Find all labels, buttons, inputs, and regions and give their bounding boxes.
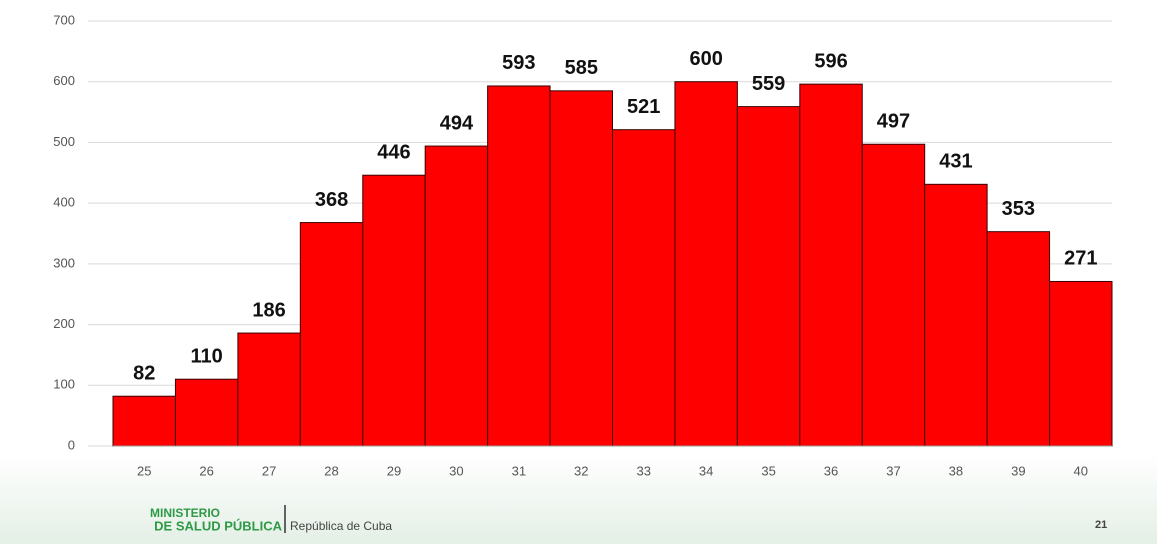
x-tick-label: 31: [512, 463, 526, 478]
bar: [174, 378, 239, 447]
value-label: 368: [315, 189, 348, 211]
y-tick-label: 300: [53, 255, 75, 270]
value-label: 446: [377, 141, 410, 163]
x-tick-label: 39: [1011, 463, 1025, 478]
bar: [986, 231, 1051, 447]
bar: [424, 145, 489, 447]
value-label: 431: [939, 151, 972, 173]
x-tick-label: 38: [949, 463, 963, 478]
bar: [549, 90, 613, 447]
bar: [487, 85, 551, 447]
bar: [799, 83, 863, 447]
x-tick-label: 28: [324, 463, 338, 478]
x-tick-label: 34: [699, 463, 713, 478]
value-label: 353: [1002, 198, 1035, 220]
plot: 0 100 200 300 400 500 600 700 82 25 110 26 186 27 368 2…: [53, 12, 1113, 478]
value-label: 593: [502, 52, 535, 74]
value-label: 600: [689, 48, 722, 70]
bar: [112, 395, 176, 447]
value-label: 497: [877, 111, 910, 133]
x-tick-label: 37: [886, 463, 900, 478]
value-label: 82: [133, 362, 155, 384]
bar: [299, 222, 364, 447]
x-tick-label: 33: [636, 463, 650, 478]
y-tick-label: 400: [53, 195, 75, 210]
bar: [736, 106, 801, 447]
value-label: 186: [252, 299, 285, 321]
y-tick-label: 500: [53, 134, 75, 149]
y-tick-label: 100: [53, 377, 75, 392]
x-tick-label: 26: [199, 463, 213, 478]
value-label: 596: [814, 50, 847, 72]
x-tick-label: 40: [1074, 463, 1088, 478]
value-label: 585: [565, 57, 598, 79]
value-label: 110: [191, 345, 223, 367]
bar: [612, 129, 676, 447]
ministry-line1: MINISTERIO: [150, 506, 220, 520]
y-tick-label: 600: [53, 73, 75, 88]
page-number: 21: [1095, 519, 1107, 531]
y-tick-label: 200: [53, 316, 75, 331]
y-tick-label: 0: [68, 437, 75, 452]
x-tick-label: 32: [574, 463, 588, 478]
value-label: 559: [752, 73, 785, 95]
bar: [861, 143, 926, 447]
bar: [674, 81, 738, 447]
y-tick-label: 700: [53, 12, 75, 27]
x-tick-label: 27: [262, 463, 276, 478]
footer-band: [0, 455, 1157, 544]
country: República de Cuba: [290, 519, 392, 533]
value-label: 494: [440, 112, 474, 134]
value-label: 271: [1064, 248, 1097, 270]
bar: [924, 183, 988, 447]
x-tick-label: 36: [824, 463, 838, 478]
x-tick-label: 30: [449, 463, 463, 478]
ministry-line2: DE SALUD PÚBLICA: [154, 518, 282, 533]
x-tick-label: 35: [761, 463, 775, 478]
x-tick-label: 25: [137, 463, 151, 478]
x-tick-label: 29: [387, 463, 401, 478]
bar: [237, 332, 301, 447]
value-label: 521: [627, 96, 660, 118]
bar: [362, 174, 426, 447]
bar: [1049, 280, 1113, 447]
